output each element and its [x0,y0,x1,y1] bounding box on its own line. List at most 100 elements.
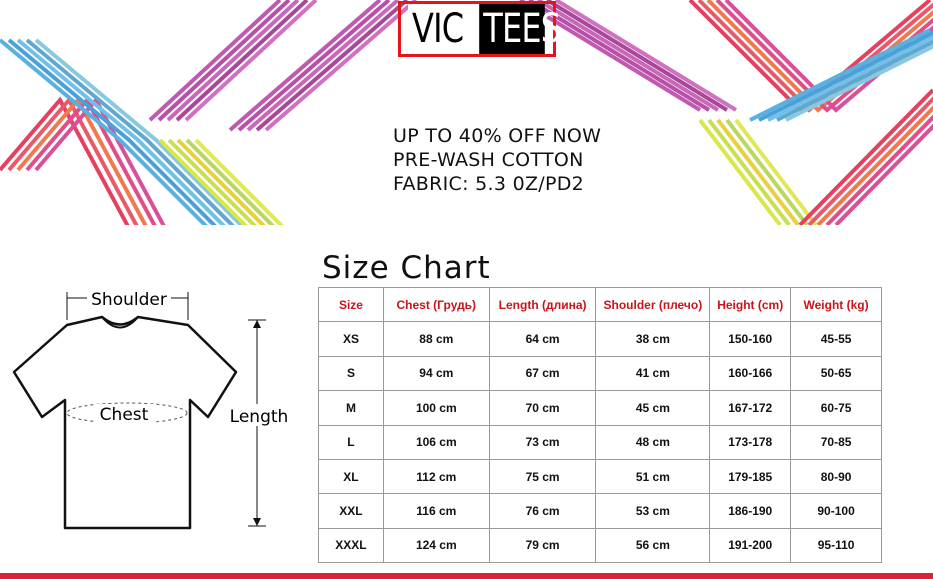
column-header: Size [318,286,384,323]
table-cell: 70-85 [790,424,882,460]
table-cell: 41 cm [595,355,711,392]
table-cell: XL [318,458,384,495]
table-cell: 38 cm [595,321,711,357]
column-header: Height (cm) [709,286,792,323]
stripe [767,35,933,122]
promo-line: FABRIC: 5.3 0Z/PD2 [393,173,585,195]
stripe [7,38,217,225]
table-cell: 64 cm [488,321,597,357]
table-cell: 100 cm [382,390,490,426]
stripe [166,0,300,122]
stripe [246,0,400,132]
stripe [798,88,933,225]
table-row: XS 88 cm 64 cm 38 cm 150-160 45-55 [318,321,882,357]
table-cell: 90-100 [790,493,882,529]
length-label: Length [230,407,289,427]
table-cell: 95-110 [790,527,882,564]
stripe [157,0,291,122]
stripe [158,138,248,225]
column-header: Length (длина) [488,286,597,323]
stripe [776,39,933,122]
stripe [758,30,933,122]
table-cell: 76 cm [488,493,597,529]
table-cell: 73 cm [488,424,597,460]
stripe [237,0,391,132]
stripe [545,0,729,112]
promo-line: UP TO 40% OFF NOW [393,125,602,147]
table-cell: L [318,424,384,460]
chest-label: Chest [100,405,149,425]
table-cell: 179-185 [709,458,792,495]
stripe [716,118,800,225]
table-cell: 167-172 [709,390,792,426]
stripe [785,44,933,122]
table-cell: 88 cm [382,321,490,357]
stripe [698,118,782,225]
stripe [175,0,309,122]
stripe [749,28,931,122]
table-cell: XS [318,321,384,357]
stripe [734,118,818,225]
table-cell: S [318,355,384,392]
table-row: M 100 cm 70 cm 45 cm 167-172 60-75 [318,390,882,426]
tshirt-diagram: Shoulder Chest Length [12,288,292,530]
logo-text-tees: TEES [479,4,561,54]
table-cell: 191-200 [709,527,792,564]
stripe [228,0,382,132]
stripe [0,96,130,225]
stripe [825,114,933,225]
stripe [264,0,418,132]
table-row: XXXL 124 cm 79 cm 56 cm 191-200 95-110 [318,527,882,564]
stripe [816,105,933,225]
promo-line: PRE-WASH COTTON [393,149,584,171]
table-row: XL 112 cm 75 cm 51 cm 179-185 80-90 [318,458,882,495]
table-cell: 112 cm [382,458,490,495]
stripe [255,0,409,132]
table-row: S 94 cm 67 cm 41 cm 160-166 50-65 [318,355,882,392]
size-chart-table: Size Chest (Грудь) Length (длина) Shoulder … [318,286,882,564]
stripe-pattern-decoration [0,0,933,225]
stripe [0,38,208,225]
table-cell: 173-178 [709,424,792,460]
size-chart-title: Size Chart [322,250,491,286]
table-cell: 75 cm [488,458,597,495]
stripe [185,138,275,225]
table-cell: 70 cm [488,390,597,426]
table-cell: XXXL [318,527,384,564]
table-header-row: Size Chest (Грудь) Length (длина) Shoulder … [318,286,882,323]
shoulder-label: Shoulder [91,290,167,310]
stripe [176,138,266,225]
table-cell: 50-65 [790,355,882,392]
table-cell: 150-160 [709,321,792,357]
column-header: Chest (Грудь) [382,286,490,323]
stripe [167,138,257,225]
stripe [184,0,318,122]
table-cell: 67 cm [488,355,597,392]
stripe [16,38,226,225]
table-cell: 94 cm [382,355,490,392]
stripe [554,0,738,112]
logo-text-vic: VIC [408,4,464,54]
table-cell: 116 cm [382,493,490,529]
stripe [527,0,711,112]
table-cell: 79 cm [488,527,597,564]
stripe [518,0,702,112]
column-header: Weight (kg) [790,286,882,323]
stripe [834,123,933,225]
stripe [148,0,282,122]
table-cell: 186-190 [709,493,792,529]
table-cell: 53 cm [595,493,711,529]
table-cell: 124 cm [382,527,490,564]
table-cell: 45 cm [595,390,711,426]
table-cell: 45-55 [790,321,882,357]
stripe [25,38,235,225]
column-header: Shoulder (плечо) [595,286,711,323]
table-cell: 80-90 [790,458,882,495]
table-row: L 106 cm 73 cm 48 cm 173-178 70-85 [318,424,882,460]
stripe [807,96,933,225]
stripe [725,118,809,225]
victees-logo: VIC TEES [398,1,561,57]
table-cell: 48 cm [595,424,711,460]
promo-text: UP TO 40% OFF NOW PRE-WASH COTTON FABRIC… [393,124,601,196]
